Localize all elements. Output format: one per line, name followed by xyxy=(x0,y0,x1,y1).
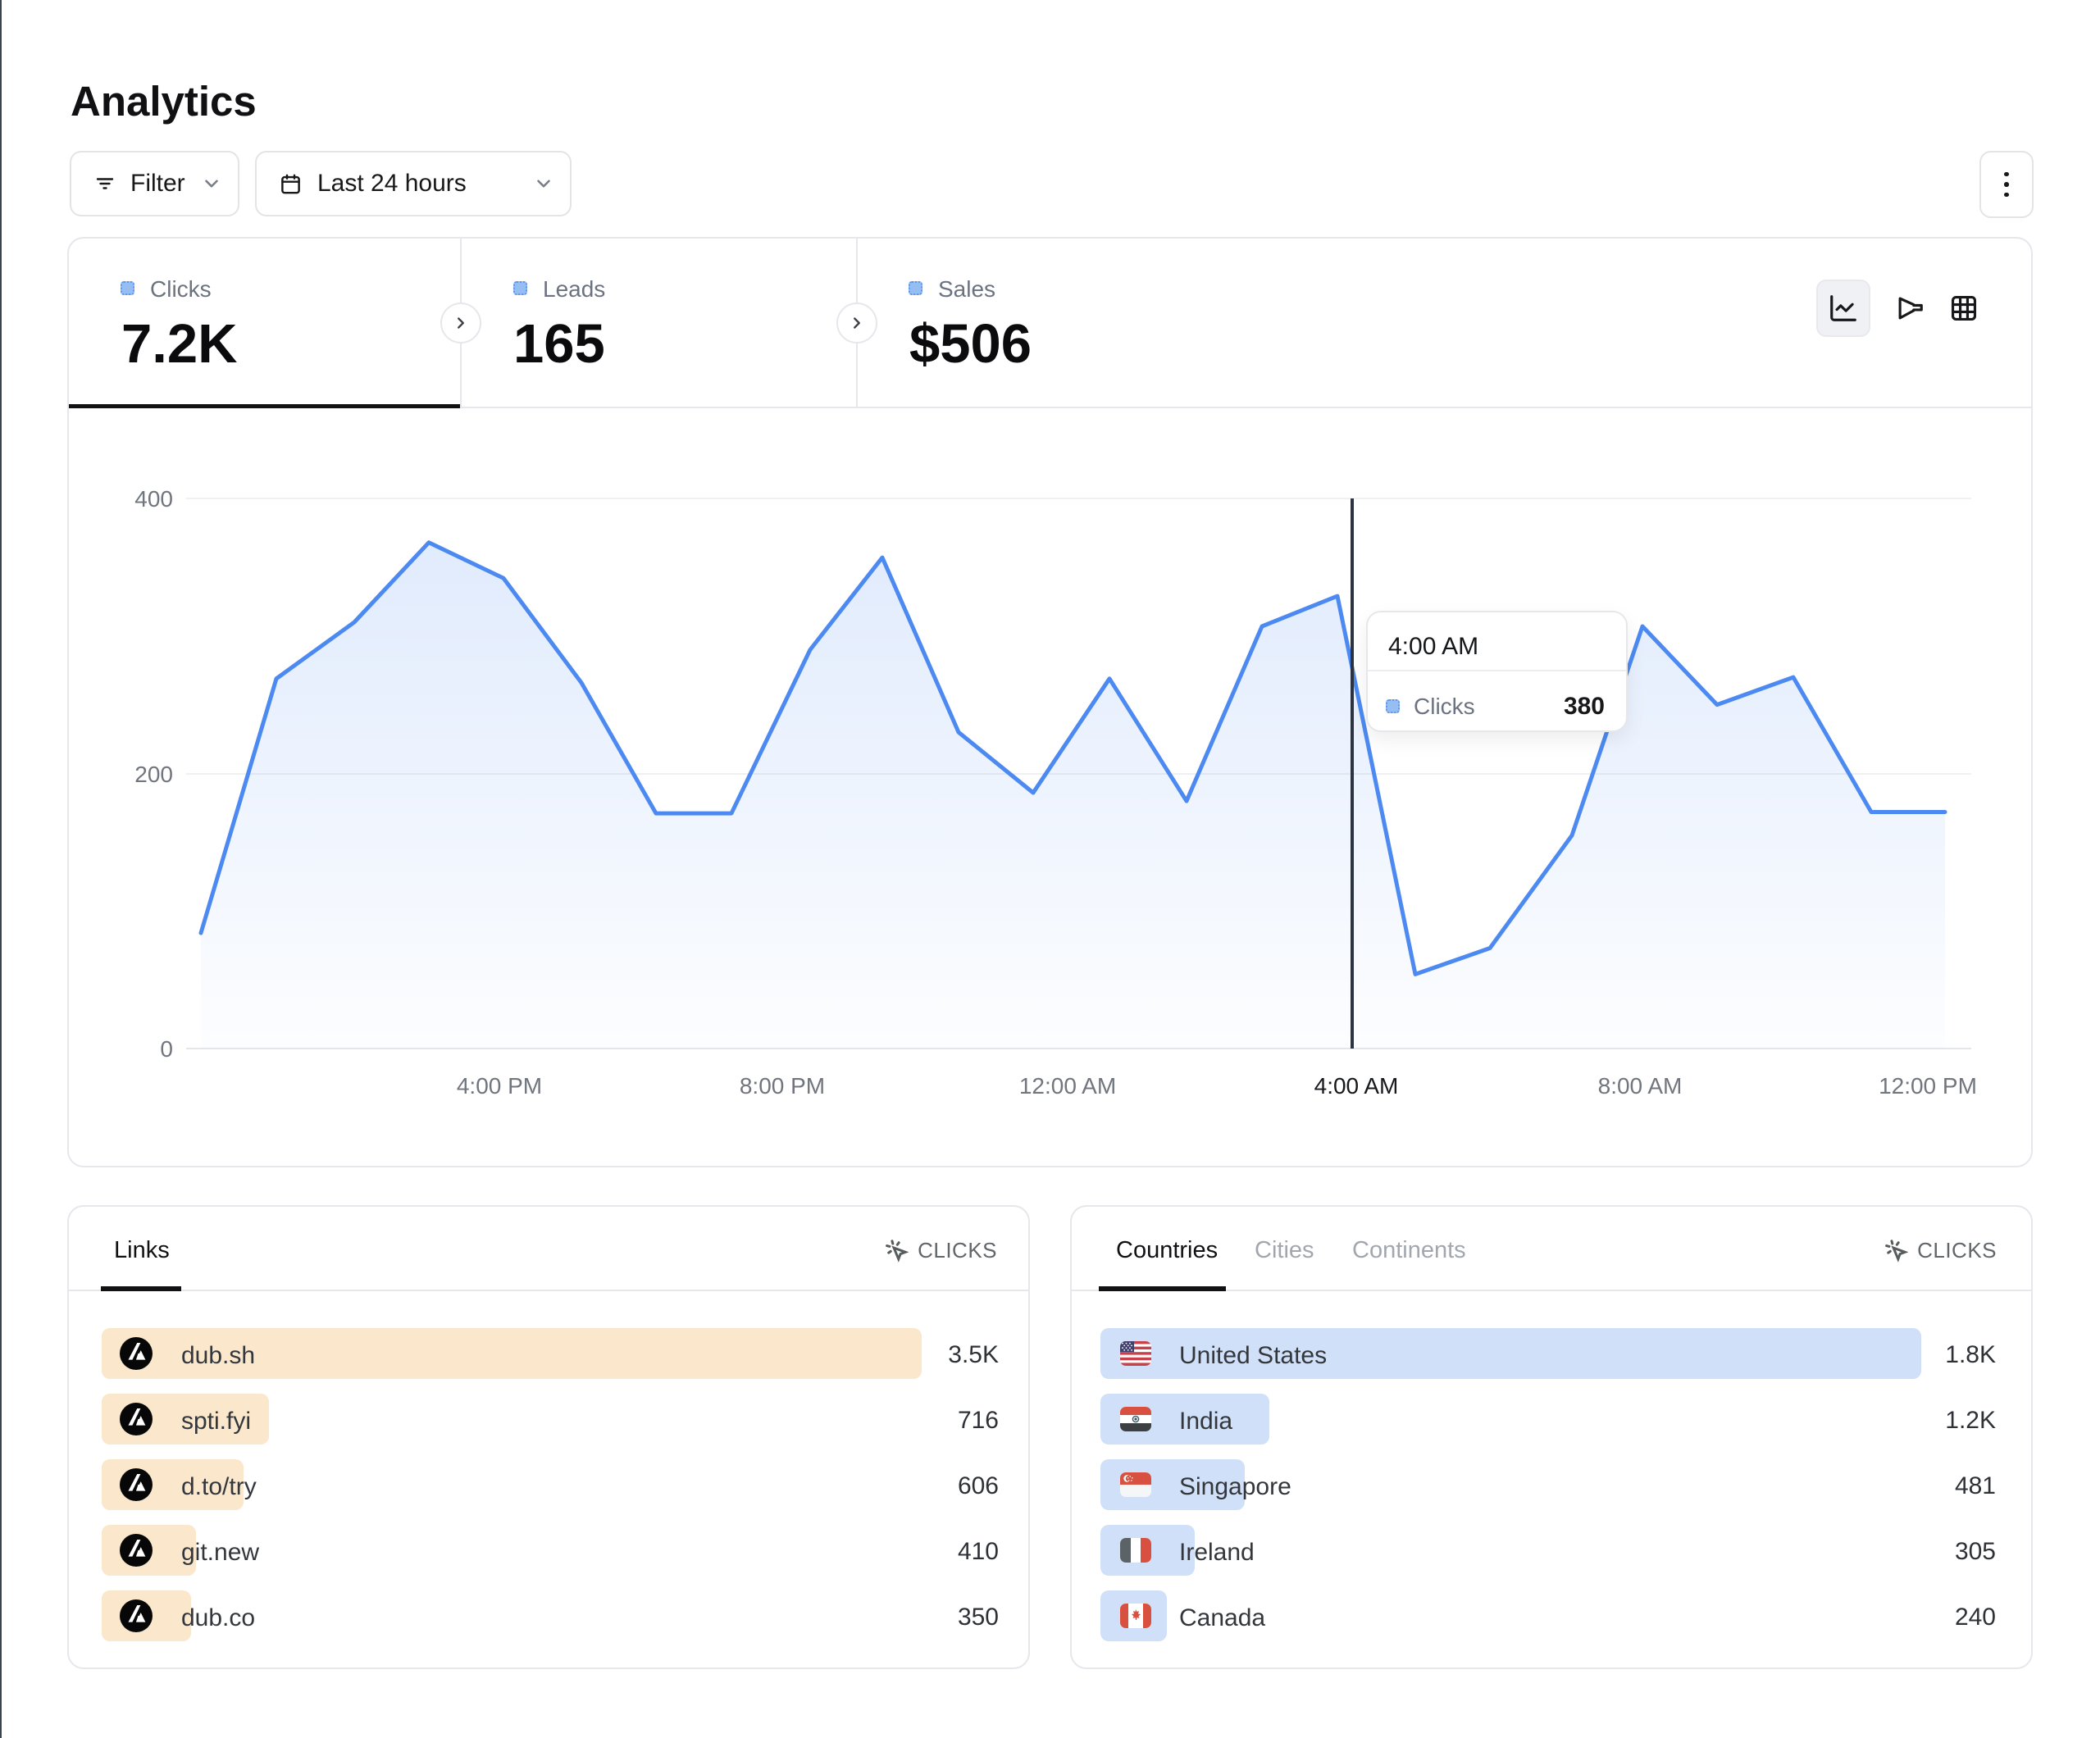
svg-text:200: 200 xyxy=(134,762,173,787)
svg-text:400: 400 xyxy=(134,486,173,512)
svg-text:4:00 PM: 4:00 PM xyxy=(457,1073,542,1099)
svg-text:12:00 PM: 12:00 PM xyxy=(1879,1073,1977,1099)
svg-text:0: 0 xyxy=(160,1036,173,1062)
svg-text:12:00 AM: 12:00 AM xyxy=(1019,1073,1116,1099)
svg-text:8:00 PM: 8:00 PM xyxy=(740,1073,825,1099)
svg-text:4:00 AM: 4:00 AM xyxy=(1314,1073,1399,1099)
svg-text:8:00 AM: 8:00 AM xyxy=(1598,1073,1683,1099)
